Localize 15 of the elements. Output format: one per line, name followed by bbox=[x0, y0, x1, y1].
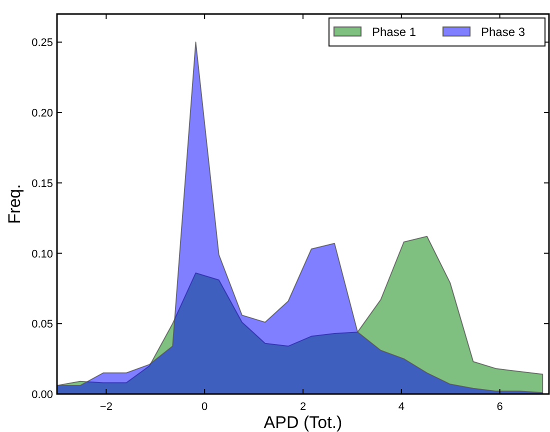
y-tick-label: 0.20 bbox=[32, 108, 53, 120]
y-tick-label: 0.05 bbox=[32, 318, 53, 331]
x-tick-label: 0 bbox=[202, 401, 208, 413]
y-tick-label: 0.10 bbox=[32, 248, 53, 260]
y-axis-title: Freq. bbox=[5, 184, 24, 224]
x-tick-label: 4 bbox=[398, 401, 404, 413]
x-axis-title: APD (Tot.) bbox=[264, 413, 342, 432]
x-tick-label: 2 bbox=[300, 401, 306, 413]
legend-label: Phase 3 bbox=[481, 25, 526, 39]
y-tick-label: 0.00 bbox=[32, 389, 53, 401]
y-tick-label: 0.15 bbox=[32, 178, 53, 190]
legend-label: Phase 1 bbox=[372, 25, 416, 39]
y-tick-label: 0.25 bbox=[32, 37, 53, 50]
x-tick-label: −2 bbox=[100, 401, 112, 413]
x-tick-label: 6 bbox=[496, 401, 503, 413]
